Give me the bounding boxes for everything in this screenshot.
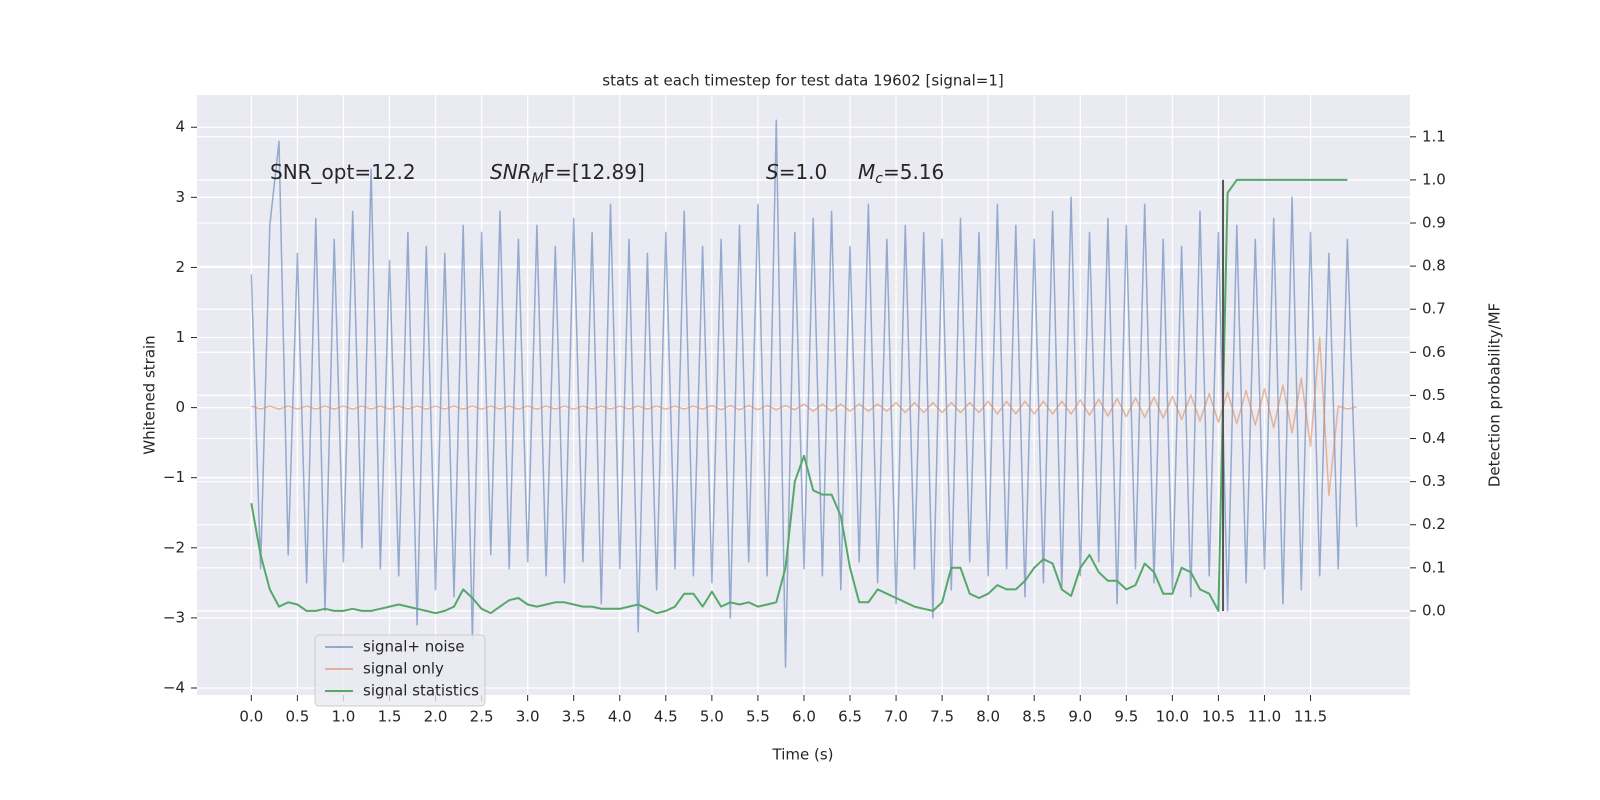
legend-label: signal statistics (363, 682, 479, 700)
x-tick-label: 7.0 (884, 708, 908, 726)
y2-tick-label: 0.9 (1422, 214, 1446, 232)
x-tick-label: 11.5 (1294, 708, 1327, 726)
x-tick-label: 4.0 (608, 708, 632, 726)
y2-tick-label: 0.4 (1422, 429, 1446, 447)
x-axis-label: Time (s) (772, 746, 834, 764)
x-tick-label: 10.0 (1156, 708, 1189, 726)
x-tick-label: 1.0 (332, 708, 356, 726)
x-tick-label: 6.5 (838, 708, 862, 726)
annotation-subscript: M (532, 171, 544, 187)
x-tick-label: 2.5 (470, 708, 494, 726)
annotation-text: F=[12.89] (544, 160, 645, 184)
y-tick-label: −4 (163, 678, 185, 696)
y-tick-label: 1 (175, 328, 185, 346)
y-tick-label: 3 (175, 188, 185, 206)
series-line (250, 119, 1358, 668)
y2-tick-label: 0.3 (1422, 472, 1446, 490)
x-tick-label: 0.0 (239, 708, 263, 726)
y2-tick-label: 0.0 (1422, 601, 1446, 619)
y-axis-label: Whitened strain (141, 335, 159, 454)
x-tick-label: 3.0 (516, 708, 540, 726)
y-tick-label: −1 (163, 468, 185, 486)
x-tick-label: 1.5 (378, 708, 402, 726)
y2-tick-label: 0.6 (1422, 343, 1446, 361)
y-tick-label: −3 (163, 608, 185, 626)
y2-tick-label: 1.1 (1422, 127, 1446, 145)
series-line (250, 178, 1348, 615)
y-tick-label: 0 (175, 398, 185, 416)
annotation: Mc=5.16 (858, 160, 944, 188)
y-tick-label: −2 (163, 538, 185, 556)
annotation-text: =1.0 (779, 160, 828, 184)
annotation-text: =5.16 (883, 160, 944, 184)
y-tick-label: 2 (175, 258, 185, 276)
y2-tick-label: 1.0 (1422, 170, 1446, 188)
x-tick-label: 7.5 (930, 708, 954, 726)
annotation-italic: SNR (490, 160, 532, 184)
x-tick-label: 11.0 (1248, 708, 1281, 726)
x-tick-label: 3.5 (562, 708, 586, 726)
y2-axis-label: Detection probability/MF (1486, 303, 1504, 487)
y2-tick-label: 0.2 (1422, 515, 1446, 533)
x-tick-label: 5.5 (746, 708, 770, 726)
y-tick-label: 4 (175, 118, 185, 136)
y2-tick-label: 0.1 (1422, 558, 1446, 576)
x-tick-label: 9.0 (1068, 708, 1092, 726)
x-tick-label: 8.0 (976, 708, 1000, 726)
y2-tick-label: 0.7 (1422, 300, 1446, 318)
annotation: SNRMF=[12.89] (490, 160, 645, 188)
x-tick-label: 5.0 (700, 708, 724, 726)
annotation: S=1.0 (766, 160, 827, 184)
legend-label: signal+ noise (363, 638, 465, 656)
annotation-text: SNR_opt=12.2 (270, 160, 416, 184)
annotation-italic: M (858, 160, 875, 184)
y2-tick-label: 0.8 (1422, 257, 1446, 275)
legend-box (314, 634, 486, 707)
annotation-subscript: c (875, 171, 883, 187)
y2-tick-label: 0.5 (1422, 386, 1446, 404)
x-tick-label: 6.0 (792, 708, 816, 726)
x-tick-label: 9.5 (1114, 708, 1138, 726)
x-tick-label: 10.5 (1202, 708, 1235, 726)
legend-label: signal only (363, 660, 444, 678)
annotation: SNR_opt=12.2 (270, 160, 416, 184)
x-tick-label: 8.5 (1022, 708, 1046, 726)
annotation-italic: S (766, 160, 779, 184)
x-tick-label: 0.5 (285, 708, 309, 726)
x-tick-label: 2.0 (424, 708, 448, 726)
x-tick-label: 4.5 (654, 708, 678, 726)
chart-title: stats at each timestep for test data 196… (602, 72, 1003, 90)
series-line (251, 336, 1357, 496)
